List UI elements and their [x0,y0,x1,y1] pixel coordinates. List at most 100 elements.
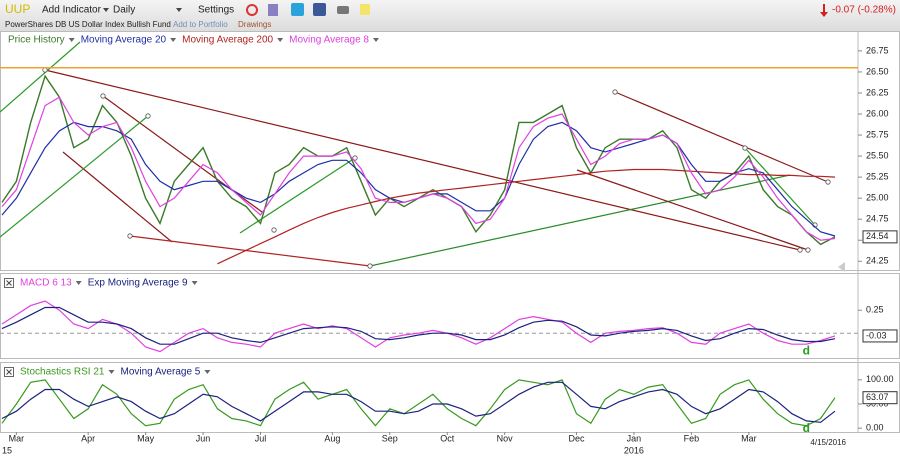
legend-dropdown[interactable] [277,38,284,42]
anchor[interactable] [612,89,618,95]
x-tick-label: Dec [568,433,585,443]
trendline [44,69,801,251]
last-value-box [862,391,898,405]
anchor[interactable] [805,247,811,253]
legend-dropdown[interactable] [68,38,75,42]
x-tick-label: Jul [255,433,267,443]
anchor[interactable] [797,247,803,253]
last-date: 4/15/2016 [810,438,846,447]
trendline [129,235,371,267]
period[interactable]: Daily [113,5,135,16]
trendline [0,41,81,113]
y-tick-label: 24.25 [866,256,889,266]
anchor[interactable] [100,93,106,99]
x-tick-label: Jan [627,433,642,443]
annotation: d [803,421,810,435]
add-indicator[interactable]: Add Indicator [42,5,102,16]
series-line [1,381,836,423]
trendline [369,174,791,267]
y-tick-label: 25.75 [866,129,889,139]
series-line [1,74,836,246]
legend-dropdown[interactable] [75,281,82,285]
y-tick-label: 26.25 [866,87,889,97]
legend-entry[interactable]: Price History [8,35,65,46]
icon[interactable] [313,3,326,16]
legend-dropdown[interactable] [170,38,177,42]
x-tick-label: Aug [324,433,340,443]
trendlines [0,41,831,269]
last-value-box [862,329,898,343]
series-line [1,379,836,427]
x-tick-label: Apr [81,433,95,443]
last-value-label: 63.07 [866,392,889,402]
last-value-box [862,230,898,244]
last-value-label: 24.54 [866,231,889,241]
anchor[interactable] [127,233,133,239]
trendline [239,157,356,234]
y-tick-label: 26.00 [866,108,889,118]
drawings[interactable]: Drawings [238,20,271,29]
anchor[interactable] [742,145,748,151]
x-tick-label: Jun [196,433,211,443]
price-change: -0.07 (-0.28%) [832,5,896,16]
legend-dropdown[interactable] [191,281,198,285]
legend-dropdown[interactable] [108,370,115,374]
close-icon[interactable] [6,280,12,286]
x-tick-label: Oct [440,433,455,443]
legend-entry[interactable]: MACD 6 13 [20,278,72,289]
trendline [0,115,149,238]
series-line [217,168,836,265]
legend-entry[interactable]: Stochastics RSI 21 [20,367,105,378]
trendline [614,91,829,183]
y-tick-label: 0.25 [866,305,884,315]
trendline [744,147,816,226]
y-tick-label: 26.50 [866,66,889,76]
icon[interactable] [337,6,349,14]
anchor[interactable] [271,227,277,233]
year-label: 15 [2,445,12,455]
toolbar [0,0,900,31]
anchor[interactable] [367,263,373,269]
icon[interactable] [291,3,304,16]
series-line [1,96,836,241]
legend-dropdown[interactable] [204,370,211,374]
symbol[interactable]: UUP [5,2,30,16]
y-tick-label: 0.00 [866,423,884,433]
close-icon[interactable] [6,369,12,375]
add-to-portfolio[interactable]: Add to Portfolio [173,20,228,29]
series-line [1,306,836,345]
dropdown-arrow[interactable] [176,8,182,12]
trendline [62,151,173,243]
last-value-label: -0.03 [866,330,887,340]
legend-entry[interactable]: Moving Average 200 [182,35,273,46]
legend-entry[interactable]: Exp Moving Average 9 [88,278,188,289]
series-line [1,300,836,353]
annotation: d [803,344,810,358]
x-tick-label: Sep [382,433,398,443]
icon[interactable] [246,4,258,16]
x-tick-label: Feb [684,433,700,443]
anchor[interactable] [145,113,151,119]
x-tick-label: Nov [497,433,514,443]
x-tick-label: May [137,433,155,443]
icon[interactable] [268,4,278,16]
y-tick-label: 100.00 [866,374,894,384]
anchor[interactable] [352,155,358,161]
year-label: 2016 [624,445,644,455]
scroll-arrow[interactable] [838,262,845,272]
settings[interactable]: Settings [198,5,234,16]
y-tick-label: 25.50 [866,150,889,160]
y-tick-label: 24.75 [866,214,889,224]
anchor[interactable] [825,179,831,185]
legend-entry[interactable]: Moving Average 8 [289,35,369,46]
legend-entry[interactable]: Moving Average 20 [81,35,167,46]
legend-dropdown[interactable] [373,38,379,42]
legend-entry[interactable]: Moving Average 5 [120,367,200,378]
fund-name: PowerShares DB US Dollar Index Bullish F… [5,20,171,29]
y-tick-label: 26.75 [866,45,889,55]
x-tick-label: Mar [741,433,757,443]
down-arrow [820,4,828,17]
dropdown-arrow[interactable] [103,8,109,12]
icon[interactable] [360,4,370,15]
